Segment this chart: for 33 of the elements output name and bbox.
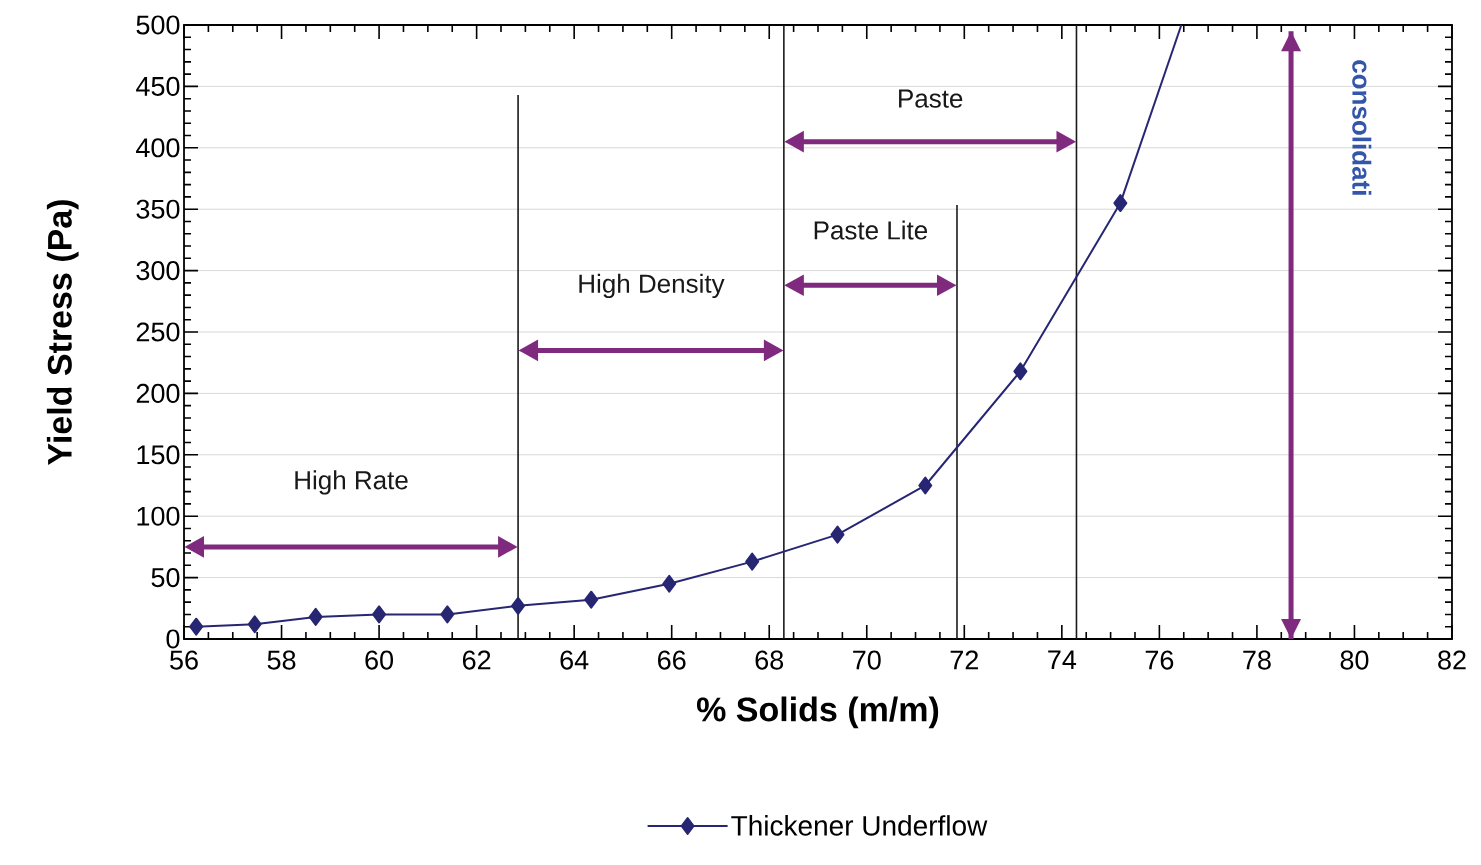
y-tick-label: 500 bbox=[136, 15, 180, 35]
x-tick-label: 78 bbox=[1243, 650, 1271, 670]
x-tick-label: 70 bbox=[853, 650, 881, 670]
x-tick-label: 76 bbox=[1145, 650, 1174, 670]
annotation: High Rate bbox=[295, 470, 408, 495]
x-tick-label: 56 bbox=[170, 650, 198, 670]
x-tick-label: 62 bbox=[462, 650, 491, 670]
y-tick-label: 350 bbox=[136, 199, 180, 219]
x-tick-label: 74 bbox=[1048, 650, 1077, 670]
x-tick-label: 66 bbox=[658, 650, 686, 670]
y-tick-label: 250 bbox=[136, 322, 180, 342]
x-tick-label: 82 bbox=[1438, 650, 1466, 670]
y-tick-label: 0 bbox=[166, 629, 180, 649]
y-tick-label: 150 bbox=[137, 445, 180, 465]
annotation: consolidati bbox=[1352, 60, 1372, 195]
x-tick-label: 58 bbox=[267, 650, 296, 670]
x-tick-label: 64 bbox=[560, 650, 589, 670]
x-tick-label: 68 bbox=[755, 650, 784, 670]
y-tick-label: 100 bbox=[137, 506, 180, 526]
annotation: Paste bbox=[899, 89, 963, 108]
legend-label: Thickener Underflow bbox=[731, 815, 988, 836]
y-tick-label: 450 bbox=[136, 76, 180, 96]
y-tick-label: 300 bbox=[136, 261, 180, 281]
y-tick-label: 400 bbox=[136, 138, 180, 158]
x-tick-label: 72 bbox=[950, 650, 978, 670]
annotation: Paste Lite bbox=[814, 220, 928, 240]
x-axis-title: % Solids (m/m) bbox=[697, 696, 939, 729]
x-tick-label: 60 bbox=[365, 650, 394, 670]
y-tick-label: 200 bbox=[136, 383, 180, 403]
x-tick-label: 80 bbox=[1340, 650, 1369, 670]
y-axis-title: Yield Stress (Pa) bbox=[46, 200, 79, 465]
annotation: High Density bbox=[579, 273, 725, 299]
y-tick-label: 50 bbox=[151, 568, 180, 588]
